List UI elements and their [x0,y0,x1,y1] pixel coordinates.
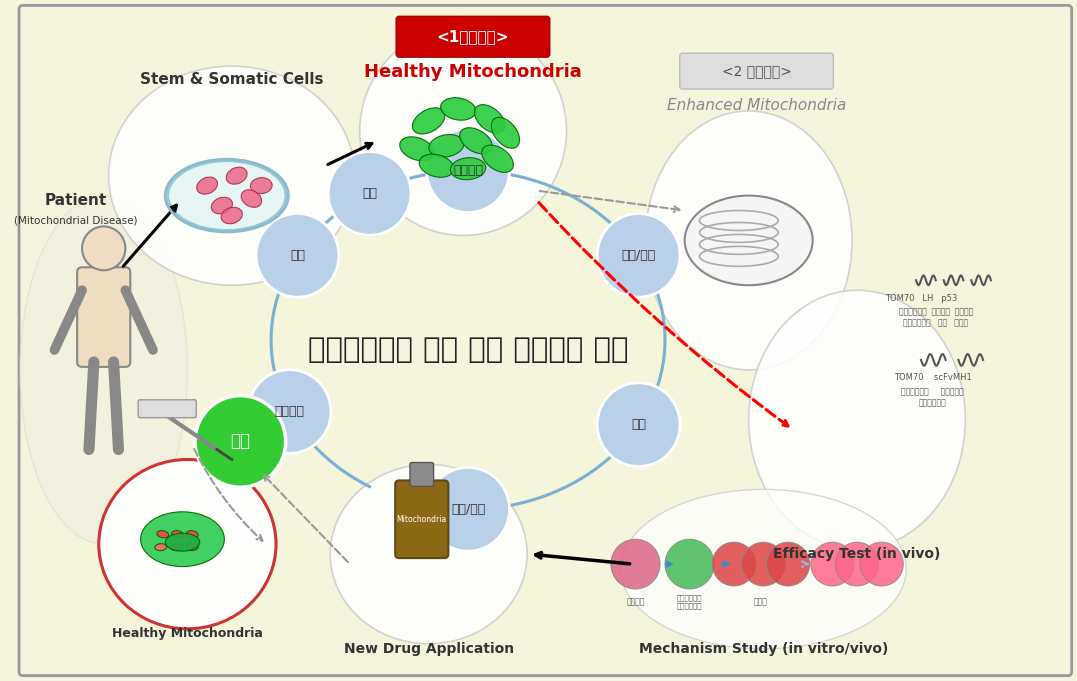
Text: 미토콘드리아 기반 신약 원천기술 개발: 미토콘드리아 기반 신약 원천기술 개발 [308,336,628,364]
Text: 결합결합부위   시멘   단백질: 결합결합부위 시멘 단백질 [904,319,968,328]
Circle shape [712,542,756,586]
Text: Enhanced Mitochondria: Enhanced Mitochondria [667,99,847,114]
Circle shape [767,542,810,586]
Ellipse shape [491,117,519,148]
Ellipse shape [157,530,169,538]
Ellipse shape [475,105,505,133]
Circle shape [195,396,285,487]
Ellipse shape [620,490,906,649]
Ellipse shape [412,108,445,134]
Ellipse shape [450,158,486,180]
FancyBboxPatch shape [78,268,130,367]
Ellipse shape [211,197,233,214]
Text: TOM70    scFvMH1: TOM70 scFvMH1 [894,373,971,382]
Text: 분리: 분리 [362,187,377,200]
Text: 미토콘드리아     표적단백질: 미토콘드리아 표적단백질 [901,387,964,396]
Text: (Mitochondrial Disease): (Mitochondrial Disease) [14,215,138,225]
Circle shape [742,542,785,586]
Ellipse shape [155,543,167,551]
Text: Patient: Patient [45,193,108,208]
Ellipse shape [20,195,187,544]
Circle shape [328,152,411,235]
Ellipse shape [170,543,182,551]
Ellipse shape [331,464,527,644]
Ellipse shape [460,128,492,154]
Circle shape [598,214,680,297]
Text: Mitochondria: Mitochondria [396,515,447,524]
Ellipse shape [251,178,272,193]
Text: <2 세부기관>: <2 세부기관> [722,64,792,78]
FancyBboxPatch shape [138,400,196,417]
Text: 정상세포: 정상세포 [626,597,645,606]
Circle shape [611,539,660,589]
Ellipse shape [645,111,852,370]
Ellipse shape [226,168,248,184]
Circle shape [859,542,904,586]
FancyBboxPatch shape [410,462,434,486]
Ellipse shape [221,207,242,224]
Circle shape [836,542,879,586]
Ellipse shape [109,66,354,285]
FancyBboxPatch shape [680,53,834,89]
Text: 이식/주입: 이식/주입 [451,503,485,516]
Ellipse shape [240,191,262,206]
Text: 결합결합부위: 결합결합부위 [919,398,947,407]
Text: TOM70   LH   p53: TOM70 LH p53 [885,294,957,302]
Text: 선도물질: 선도물질 [275,405,305,418]
Ellipse shape [186,543,198,551]
FancyBboxPatch shape [396,16,549,57]
Ellipse shape [99,460,276,629]
Text: Healthy Mitochondria: Healthy Mitochondria [112,627,263,640]
Ellipse shape [440,97,476,120]
Ellipse shape [429,135,464,157]
Circle shape [426,467,509,551]
Circle shape [248,370,331,454]
Text: 신약: 신약 [230,432,250,450]
Text: 특성분석: 특성분석 [453,164,484,177]
Circle shape [256,214,339,297]
Text: Healthy Mitochondria: Healthy Mitochondria [364,63,582,81]
Text: 암세포: 암세포 [754,597,768,606]
Ellipse shape [749,290,965,549]
Ellipse shape [186,530,198,538]
Ellipse shape [400,137,434,161]
Ellipse shape [171,530,183,538]
FancyBboxPatch shape [395,480,448,558]
Ellipse shape [165,533,199,551]
Text: New Drug Application: New Drug Application [344,642,514,656]
Ellipse shape [168,161,285,230]
Circle shape [811,542,854,586]
Text: 미토콘드리아  자연면역  세포사멸: 미토콘드리아 자연면역 세포사멸 [898,308,973,317]
Circle shape [665,539,714,589]
Ellipse shape [360,27,567,236]
Text: 자원: 자원 [290,249,305,262]
Text: 미토콘드리아
미토콘드리아: 미토콘드리아 미토콘드리아 [676,595,702,609]
Ellipse shape [481,145,514,172]
Ellipse shape [685,195,813,285]
Ellipse shape [196,178,218,194]
Text: Stem & Somatic Cells: Stem & Somatic Cells [140,72,323,86]
Text: Mechanism Study (in vitro/vivo): Mechanism Study (in vitro/vivo) [639,642,889,656]
FancyBboxPatch shape [19,5,1072,676]
Ellipse shape [141,512,224,567]
Ellipse shape [419,154,453,177]
Circle shape [598,383,680,466]
Text: 보호/보존: 보호/보존 [621,249,656,262]
Text: <1세부기관>: <1세부기관> [437,29,509,44]
Circle shape [82,227,125,270]
Circle shape [426,129,509,212]
Text: Efficacy Test (in vivo): Efficacy Test (in vivo) [773,547,940,561]
Text: 강화: 강화 [631,418,646,431]
